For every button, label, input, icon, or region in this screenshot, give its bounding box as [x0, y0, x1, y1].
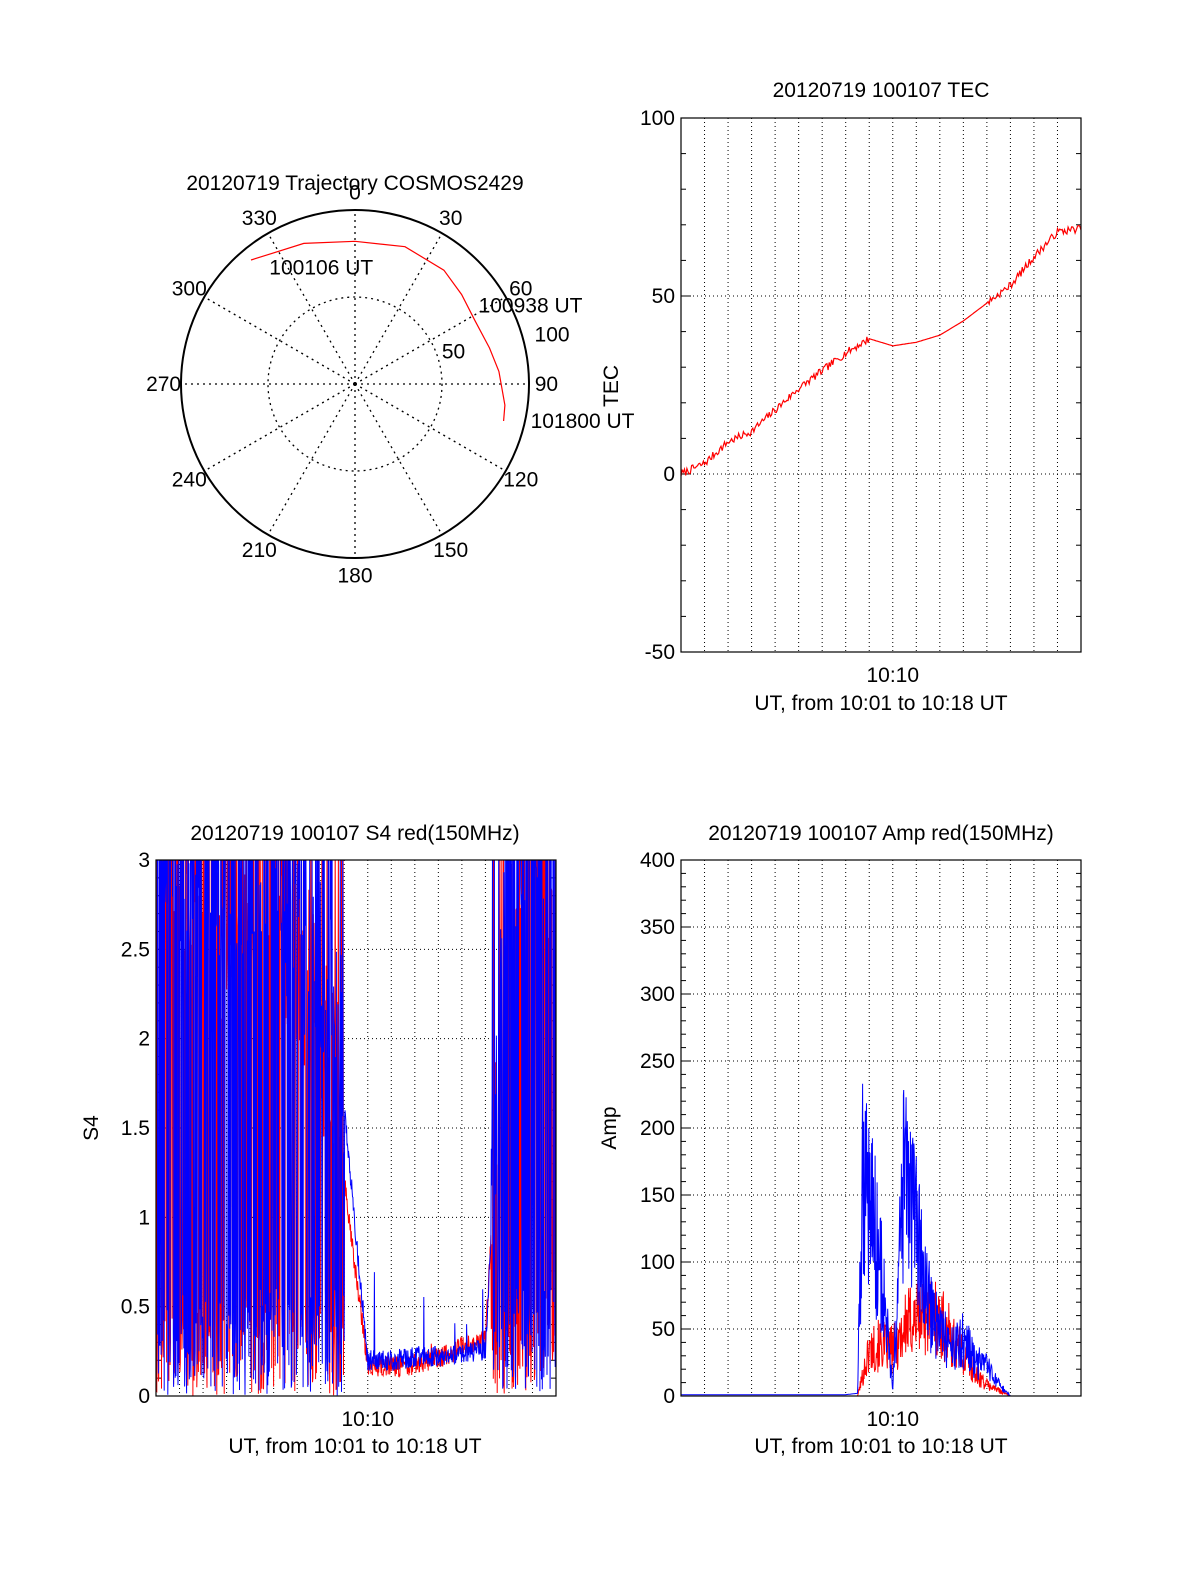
x-tick-label: 10:10	[341, 1408, 394, 1431]
azimuth-gridline	[354, 232, 443, 385]
azimuth-gridline	[354, 383, 443, 536]
tec-series-line	[680, 224, 1082, 477]
s4-chart: 20120719 100107 S4 red(150MHz) UT, from …	[80, 822, 557, 1458]
azimuth-tick-label: 300	[172, 277, 207, 300]
y-axis-label: Amp	[598, 1106, 621, 1149]
azimuth-tick-label: 240	[172, 469, 207, 492]
amp-series-line	[681, 1275, 1081, 1396]
radial-gridline	[267, 296, 443, 472]
azimuth-tick-label: 330	[242, 207, 277, 230]
polar-series	[250, 240, 506, 422]
s4-plot-area: 0 0.5 1 1.5 2 2.5 3 10:10	[121, 849, 557, 1431]
x-axis-label: UT, from 10:01 to 10:18 UT	[228, 1435, 481, 1458]
y-tick-label: 0.5	[121, 1296, 150, 1319]
chart-title: 20120719 100107 S4 red(150MHz)	[190, 822, 519, 845]
azimuth-tick-label: 270	[146, 373, 181, 396]
plot-frame	[155, 859, 557, 1397]
azimuth-tick-label: 0	[349, 182, 361, 205]
azimuth-gridline	[267, 232, 356, 385]
chart-title: 20120719 100107 TEC	[773, 79, 990, 102]
y-axis-label: S4	[80, 1115, 103, 1141]
azimuth-gridline	[267, 383, 356, 536]
y-tick-label: 1	[138, 1206, 150, 1229]
azimuth-tick-label: 60	[509, 277, 532, 300]
azimuth-tick-label: 120	[503, 469, 538, 492]
y-tick-label: 50	[652, 285, 675, 308]
x-tick-label: 10:10	[866, 1408, 919, 1431]
y-tick-label: 100	[640, 1251, 675, 1274]
chart-title: 20120719 Trajectory COSMOS2429	[186, 172, 523, 195]
y-tick-label: 0	[663, 463, 675, 486]
y-tick-label: 0	[663, 1385, 675, 1408]
polar-trajectory-chart: 20120719 Trajectory COSMOS2429 0 30 60 90 12…	[146, 172, 635, 587]
y-tick-label: 0	[138, 1385, 150, 1408]
azimuth-tick-label: 180	[337, 564, 372, 587]
radial-tick-label: 100	[535, 323, 570, 346]
y-tick-label: -50	[645, 641, 675, 664]
tec-chart: 20120719 100107 TEC UT, from 10:01 to 10…	[600, 79, 1082, 715]
y-tick-label: 350	[640, 916, 675, 939]
azimuth-tick-label: 30	[439, 207, 462, 230]
y-tick-label: 50	[652, 1318, 675, 1341]
chart-title: 20120719 100107 Amp red(150MHz)	[708, 822, 1054, 845]
azimuth-tick-label: 90	[535, 373, 558, 396]
time-annotation: 101800 UT	[531, 410, 635, 433]
y-axis-label: TEC	[600, 365, 623, 407]
y-tick-label: 1.5	[121, 1117, 150, 1140]
x-axis-label: UT, from 10:01 to 10:18 UT	[754, 692, 1007, 715]
y-tick-label: 400	[640, 849, 675, 872]
y-tick-label: 200	[640, 1117, 675, 1140]
y-tick-label: 2.5	[121, 938, 150, 961]
amp-plot-area: 0 50 100 150 200 250 300 350 400 10:10	[640, 849, 1082, 1431]
x-tick-label: 10:10	[866, 664, 919, 687]
tec-plot-area: -50 0 50 100 10:10	[640, 107, 1082, 687]
polar-labels: 0 30 60 90 120 150 180 210 240 270 300 330 50 100 1001…	[146, 182, 635, 588]
polar-frame	[180, 209, 530, 559]
y-tick-label: 100	[640, 107, 675, 130]
azimuth-tick-label: 210	[242, 539, 277, 562]
radial-tick-label: 50	[442, 341, 465, 364]
amp-series-line	[681, 1083, 1081, 1396]
azimuth-gridline	[354, 383, 507, 472]
trajectory-line	[250, 240, 506, 422]
y-tick-label: 2	[138, 1028, 150, 1051]
amp-chart: 20120719 100107 Amp red(150MHz) UT, from…	[598, 822, 1082, 1458]
y-tick-label: 250	[640, 1050, 675, 1073]
y-tick-label: 150	[640, 1184, 675, 1207]
plot-frame	[680, 859, 1082, 1397]
s4-series-line	[156, 860, 556, 1396]
azimuth-gridline	[203, 296, 356, 385]
y-tick-label: 300	[640, 983, 675, 1006]
azimuth-gridline	[203, 383, 356, 472]
plot-frame	[680, 117, 1082, 653]
x-axis-label: UT, from 10:01 to 10:18 UT	[754, 1435, 1007, 1458]
y-tick-label: 3	[138, 849, 150, 872]
time-annotation: 100106 UT	[269, 256, 373, 279]
polar-grid	[180, 209, 530, 559]
azimuth-tick-label: 150	[433, 539, 468, 562]
time-annotation: 100938 UT	[479, 295, 583, 318]
azimuth-gridline	[354, 296, 507, 385]
